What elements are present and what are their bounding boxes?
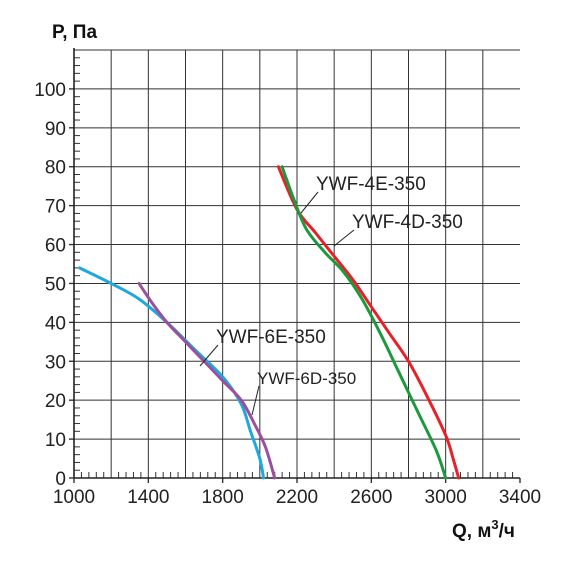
y-tick-label: 60	[45, 236, 66, 257]
series-label-ywf-6d-350: YWF-6D-350	[257, 369, 356, 388]
y-tick-label: 0	[55, 469, 66, 490]
x-tick-label: 1400	[127, 487, 169, 508]
x-tick-label: 2600	[350, 487, 392, 508]
y-tick-label: 100	[34, 80, 66, 101]
x-tick-label: 1000	[53, 487, 95, 508]
y-tick-label: 10	[45, 430, 66, 451]
x-tick-label: 1800	[202, 487, 244, 508]
series-labels: YWF-4E-350 YWF-4D-350 YWF-6E-350 YWF-6D-…	[216, 174, 463, 388]
y-tick-label: 90	[45, 119, 66, 140]
x-axis-title: Q, м3/ч	[452, 517, 515, 542]
y-tick-label: 80	[45, 158, 66, 179]
tick-labels: 1000 1400 1800 2200 2600 3000 3400 0 10 20 30 40 50 6…	[34, 80, 541, 508]
series-line-ywf-6d-350	[137, 281, 277, 480]
leader-ywf-6d-350	[251, 385, 260, 416]
x-axis-title-unit: /ч	[499, 521, 515, 542]
x-tick-label: 2200	[276, 487, 318, 508]
y-tick-label: 70	[45, 197, 66, 218]
series-line-ywf-4d-350	[280, 165, 448, 480]
series-label-ywf-4e-350: YWF-4E-350	[316, 174, 426, 195]
series-line-ywf-4e-350	[276, 165, 461, 480]
y-tick-label: 50	[45, 274, 66, 295]
series-layer	[78, 165, 461, 480]
axes	[69, 48, 521, 483]
x-tick-label: 3400	[499, 487, 541, 508]
y-tick-label: 40	[45, 313, 66, 334]
label-leaders	[199, 191, 355, 416]
x-axis-title-sup: 3	[491, 517, 498, 532]
leader-ywf-6e-350	[199, 344, 219, 367]
series-line-ywf-6e-350	[78, 266, 266, 480]
y-tick-label: 20	[45, 391, 66, 412]
series-label-ywf-6e-350: YWF-6E-350	[216, 327, 326, 348]
leader-ywf-4d-350	[333, 229, 355, 247]
x-axis-title-main: Q, м	[452, 521, 491, 542]
y-tick-label: 30	[45, 352, 66, 373]
leader-ywf-4e-350	[300, 191, 319, 214]
minor-ticks	[74, 57, 514, 478]
y-axis-title: P, Па	[52, 22, 97, 43]
series-label-ywf-4d-350: YWF-4D-350	[352, 212, 463, 233]
grid	[74, 49, 520, 478]
x-tick-label: 3000	[425, 487, 467, 508]
